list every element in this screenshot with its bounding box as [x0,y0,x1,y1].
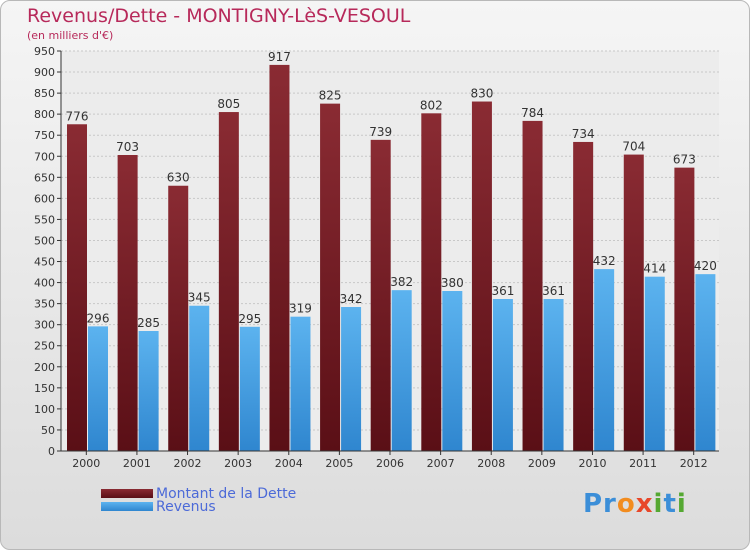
debt-bar [522,120,543,451]
chart-title: Revenus/Dette - MONTIGNY-LèS-VESOUL [27,5,411,27]
revenue-bar [138,331,159,451]
debt-data-label: 739 [369,125,392,139]
legend-item-debt: Montant de la Dette [101,485,297,502]
revenue-bar [88,326,108,451]
debt-bar [117,155,138,451]
revenue-data-label: 285 [137,316,160,330]
legend-item-revenue: Revenus [101,498,296,515]
axis-layer: 0 50 100 150 200 250 300 350 400 450 500 550 600 650 7… [34,45,719,470]
x-tick-label: 2004 [275,457,303,470]
y-tick-label: 850 [34,87,55,100]
y-tick-label: 700 [34,150,55,163]
debt-data-label: 630 [167,171,190,185]
y-tick-label: 0 [48,445,55,458]
y-tick-label: 500 [34,234,55,247]
debt-data-label: 825 [319,89,342,103]
revenue-bar [239,326,260,451]
y-tick-label: 350 [34,298,55,311]
x-tick-label: 2001 [123,457,151,470]
debt-bar [471,101,492,452]
revenue-data-label: 295 [238,312,261,326]
y-tick-label: 400 [34,277,55,290]
x-tick-label: 2011 [629,457,657,470]
revenue-data-label: 319 [289,302,312,316]
revenue-data-label: 361 [491,284,514,298]
revenue-bar [391,290,412,451]
y-tick-label: 900 [34,66,55,79]
debt-data-label: 673 [673,153,696,167]
debt-bar [421,113,442,451]
x-tick-label: 2007 [427,457,455,470]
revenue-bar [594,269,615,451]
debt-bar [269,64,290,451]
debt-bar [320,103,341,451]
debt-data-label: 784 [521,106,544,120]
bar-layer: 776 296 703 285 630 345 805 295 917 319 825 342 739 3… [66,50,717,452]
revenue-bar [644,276,665,451]
revenue-bar [442,291,463,451]
debt-data-label: 734 [572,127,595,141]
revenue-bar [290,316,311,451]
debt-data-label: 830 [470,87,493,101]
x-tick-label: 2003 [224,457,252,470]
y-tick-label: 650 [34,171,55,184]
revenue-bar [492,299,513,451]
legend-label-debt: Montant de la Dette [156,485,297,502]
debt-bar [67,124,87,452]
x-tick-label: 2005 [325,457,353,470]
debt-data-label: 776 [66,109,89,123]
debt-bar [573,141,594,451]
debt-bar [370,139,391,451]
y-tick-label: 50 [41,424,55,437]
y-tick-label: 300 [34,319,55,332]
revenue-data-label: 420 [694,259,717,273]
revenue-bar [341,307,362,451]
y-tick-label: 800 [34,108,55,121]
x-tick-label: 2009 [528,457,556,470]
y-tick-label: 450 [34,256,55,269]
legend-swatch-debt [101,489,153,498]
x-tick-label: 2010 [578,457,606,470]
debt-data-label: 703 [116,140,139,154]
revenue-data-label: 345 [188,291,211,305]
debt-bar [218,112,239,451]
legend-swatch-revenue [101,502,153,511]
y-tick-label: 750 [34,129,55,142]
x-tick-label: 2002 [174,457,202,470]
x-tick-label: 2008 [477,457,505,470]
y-tick-label: 250 [34,340,55,353]
x-tick-label: 2000 [72,457,100,470]
revenue-data-label: 382 [390,275,413,289]
x-tick-label: 2006 [376,457,404,470]
y-tick-label: 600 [34,192,55,205]
debt-bar [674,167,695,451]
revenue-data-label: 414 [643,262,666,276]
y-tick-label: 200 [34,361,55,374]
debt-data-label: 802 [420,98,443,112]
revenue-bar [543,299,564,451]
debt-bar [623,154,644,451]
y-tick-label: 150 [34,382,55,395]
revenue-data-label: 296 [87,311,110,325]
debt-bar [168,185,189,451]
chart-subtitle: (en milliers d'€) [27,29,114,42]
revenue-data-label: 361 [542,284,565,298]
debt-data-label: 704 [622,140,645,154]
legend: Montant de la Dette Revenus [101,485,297,515]
x-tick-label: 2012 [680,457,708,470]
y-tick-label: 550 [34,213,55,226]
debt-data-label: 805 [217,97,240,111]
revenue-data-label: 342 [340,292,363,306]
y-tick-label: 950 [34,45,55,58]
proxiti-logo: Proxiti [583,489,687,519]
revenue-data-label: 380 [441,276,464,290]
revenue-bar [189,305,210,451]
debt-data-label: 917 [268,50,291,64]
legend-label-revenue: Revenus [156,498,216,515]
y-tick-label: 100 [34,403,55,416]
revenue-data-label: 432 [593,254,616,268]
revenue-bar [695,274,716,451]
